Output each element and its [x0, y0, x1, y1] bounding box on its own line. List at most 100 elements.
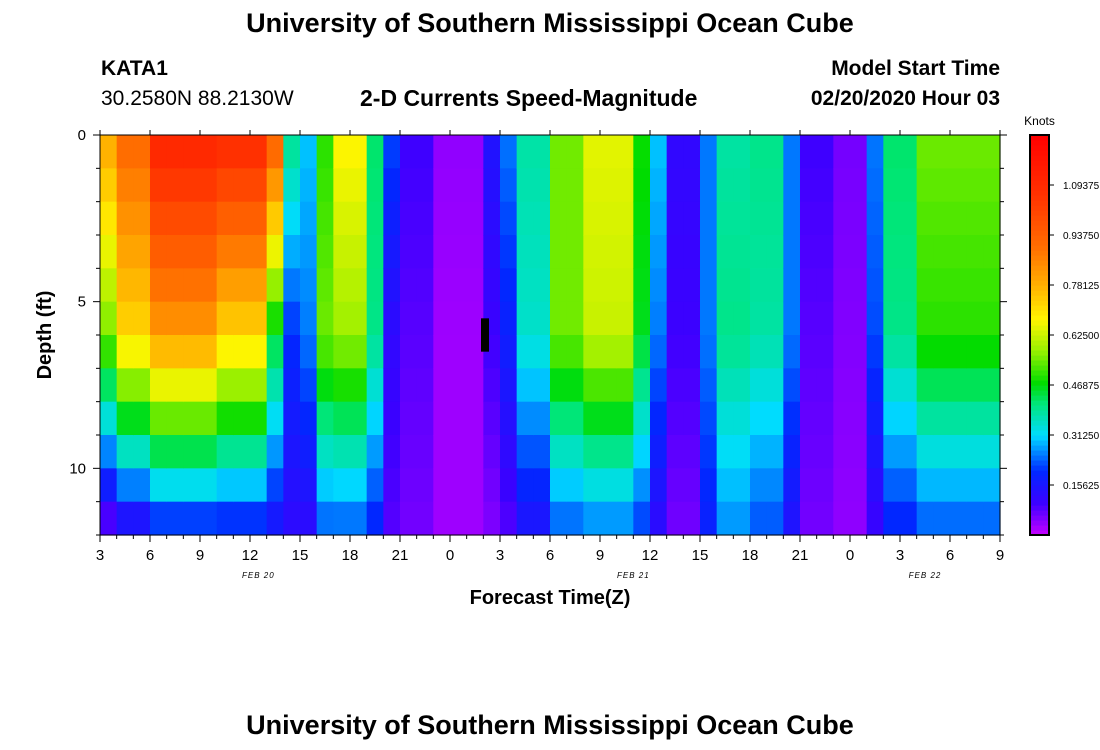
page-title: University of Southern Mississippi Ocean…: [246, 8, 854, 38]
heatmap-cell: [500, 268, 518, 303]
heatmap-cell: [200, 301, 218, 336]
heatmap-cell: [933, 335, 951, 369]
colorbar-swatch: [1030, 225, 1049, 231]
heatmap-cell: [916, 501, 934, 536]
heatmap-cell: [216, 301, 234, 336]
heatmap-cell: [516, 235, 534, 269]
heatmap-cell: [383, 135, 401, 169]
heatmap-cell: [116, 268, 134, 303]
colorbar-swatch: [1030, 515, 1049, 521]
heatmap-cell: [233, 301, 251, 336]
heatmap-cell: [166, 368, 184, 403]
heatmap-cell: [316, 235, 334, 269]
colorbar-swatch: [1030, 255, 1049, 261]
heatmap-cell: [766, 268, 784, 303]
colorbar-swatch: [1030, 475, 1049, 481]
model-start-value: 02/20/2020 Hour 03: [810, 87, 1000, 110]
heatmap-cell: [883, 201, 901, 236]
heatmap-cell: [133, 168, 151, 203]
heatmap-cell: [716, 268, 734, 303]
heatmap-cell: [683, 435, 701, 469]
heatmap-cell: [366, 335, 384, 369]
heatmap-cell: [116, 135, 134, 169]
heatmap-cell: [666, 335, 684, 369]
heatmap-cell: [533, 235, 551, 269]
heatmap-cell: [216, 368, 234, 403]
heatmap-cell: [566, 135, 584, 169]
heatmap-cell: [400, 301, 418, 336]
heatmap-cell: [266, 401, 284, 436]
heatmap-cell: [950, 401, 968, 436]
heatmap-cell: [500, 435, 518, 469]
heatmap-cell: [583, 301, 601, 336]
heatmap-cell: [200, 268, 218, 303]
heatmap-cell: [333, 401, 351, 436]
heatmap-cell: [700, 201, 718, 236]
colorbar-swatch: [1030, 420, 1049, 426]
heatmap-cell: [416, 368, 434, 403]
colorbar-swatch: [1030, 310, 1049, 316]
heatmap-cell: [650, 235, 668, 269]
colorbar-swatch: [1030, 195, 1049, 201]
heatmap-cell: [916, 201, 934, 236]
heatmap-cell: [150, 468, 168, 503]
heatmap-cell: [933, 168, 951, 203]
heatmap-cell: [366, 268, 384, 303]
date-label: FEB 21: [617, 571, 650, 580]
heatmap-cell: [116, 168, 134, 203]
heatmap-cell: [133, 235, 151, 269]
heatmap-cell: [650, 435, 668, 469]
colorbar-swatch: [1030, 450, 1049, 456]
heatmap-cell: [450, 368, 468, 403]
heatmap-cell: [500, 235, 518, 269]
heatmap-cell: [400, 135, 418, 169]
colorbar-swatch: [1030, 300, 1049, 306]
heatmap-cell: [416, 135, 434, 169]
heatmap-cell: [616, 401, 634, 436]
heatmap-cell: [600, 368, 618, 403]
heatmap-cell: [283, 501, 301, 536]
heatmap-cell: [966, 501, 984, 536]
heatmap-cell: [550, 301, 568, 336]
heatmap-cell: [833, 368, 851, 403]
heatmap-cell: [150, 335, 168, 369]
heatmap-cell: [833, 235, 851, 269]
heatmap-cell: [500, 301, 518, 336]
heatmap-cell: [633, 201, 651, 236]
heatmap-cell: [583, 168, 601, 203]
heatmap-cell: [250, 335, 268, 369]
heatmap-cell: [866, 368, 884, 403]
heatmap-cell: [683, 368, 701, 403]
heatmap-cell: [666, 268, 684, 303]
colorbar-swatch: [1030, 505, 1049, 511]
heatmap-cell: [733, 201, 751, 236]
heatmap-cell: [700, 235, 718, 269]
heatmap-cell: [316, 135, 334, 169]
heatmap-cell: [150, 201, 168, 236]
heatmap-cell: [100, 435, 118, 469]
heatmap-cell: [450, 268, 468, 303]
colorbar-swatch: [1030, 285, 1049, 291]
heatmap-cell: [333, 501, 351, 536]
heatmap-cell: [466, 501, 484, 536]
heatmap-cell: [233, 335, 251, 369]
heatmap-cell: [433, 501, 451, 536]
heatmap-cell: [900, 235, 918, 269]
heatmap-cell: [300, 368, 318, 403]
heatmap-cell: [716, 401, 734, 436]
heatmap-cell: [316, 168, 334, 203]
x-tick-label: 15: [692, 547, 709, 564]
heatmap-cell: [333, 168, 351, 203]
colorbar-swatch: [1030, 490, 1049, 496]
heatmap-cell: [800, 401, 818, 436]
heatmap-cell: [333, 435, 351, 469]
heatmap-cell: [766, 135, 784, 169]
heatmap-cell: [616, 235, 634, 269]
heatmap-cell: [116, 235, 134, 269]
colorbar-swatch: [1030, 345, 1049, 351]
heatmap-cell: [116, 501, 134, 536]
heatmap-cell: [800, 168, 818, 203]
colorbar-swatch: [1030, 175, 1049, 181]
heatmap-cell: [300, 435, 318, 469]
heatmap-cell: [733, 501, 751, 536]
